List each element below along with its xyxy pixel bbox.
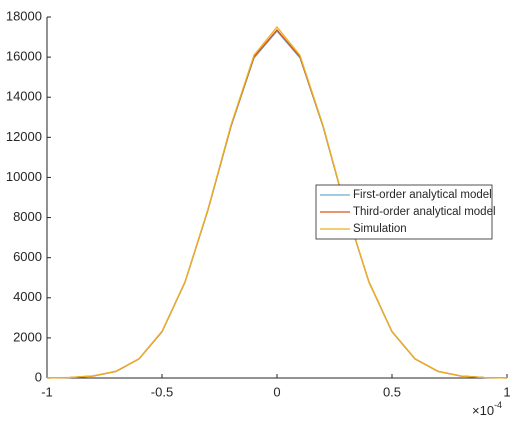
y-tick-label: 18000 — [6, 8, 42, 23]
y-tick-label: 6000 — [13, 249, 42, 264]
x-tick-label: 1 — [503, 384, 510, 399]
y-tick-label: 10000 — [6, 169, 42, 184]
data-line — [46, 26, 508, 379]
y-tick-label: 4000 — [13, 289, 42, 304]
x-multiplier-base: ×10 — [472, 403, 494, 418]
y-tick-label: 12000 — [6, 129, 42, 144]
y-tick-label: 2000 — [13, 329, 42, 344]
legend-label: First-order analytical model — [353, 189, 492, 201]
y-tick-label: 0 — [35, 369, 42, 384]
y-tick-label: 14000 — [6, 89, 42, 104]
y-tick-label: 8000 — [13, 209, 42, 224]
x-multiplier-exponent: -4 — [494, 400, 502, 410]
x-tick-label: -1 — [41, 384, 53, 399]
x-tick-label: -0.5 — [151, 384, 173, 399]
y-tick-label: 16000 — [6, 49, 42, 64]
x-tick-label: 0.5 — [383, 384, 401, 399]
legend-label: Simulation — [353, 223, 407, 235]
x-tick-label: 0 — [273, 384, 280, 399]
x-multiplier: ×10-4 — [472, 400, 502, 418]
legend-label: Third-order analytical model — [353, 206, 496, 218]
legend: First-order analytical model Third-order … — [315, 184, 496, 240]
